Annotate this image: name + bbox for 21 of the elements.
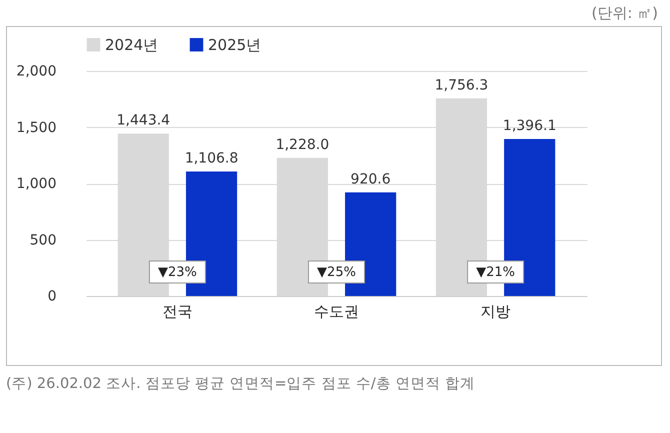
x-tick-label: 전국 xyxy=(162,302,192,320)
annotation: ▼21% xyxy=(476,265,515,280)
text: (단위: ㎡) xyxy=(590,3,659,24)
legend-label: 2024년 xyxy=(105,36,158,54)
data-label: 920.6 xyxy=(350,171,391,188)
data-label: 1,756.3 xyxy=(434,77,488,94)
annotation: ▼25% xyxy=(317,265,356,280)
y-tick-label: 1,000 xyxy=(16,176,56,192)
data-label: 1,396.1 xyxy=(502,118,556,134)
data-label: 1,106.8 xyxy=(184,150,238,166)
text: (주) 26.02.02 조사. 점포당 평균 연면적=입주 점포 수/총 연면적 합계 xyxy=(5,375,476,393)
y-tick-label: 1,500 xyxy=(16,120,56,136)
x-tick-label: 수도권 xyxy=(314,302,359,320)
data-label: 1,228.0 xyxy=(276,136,330,153)
y-tick-label: 0 xyxy=(48,288,56,304)
y-tick-label: 500 xyxy=(30,232,56,248)
legend-label: 2025년 xyxy=(208,36,262,54)
data-label: 1,443.4 xyxy=(116,112,170,129)
annotation: ▼23% xyxy=(158,265,197,280)
x-tick-label: 지방 xyxy=(480,302,511,320)
y-tick-label: 2,000 xyxy=(16,64,56,80)
